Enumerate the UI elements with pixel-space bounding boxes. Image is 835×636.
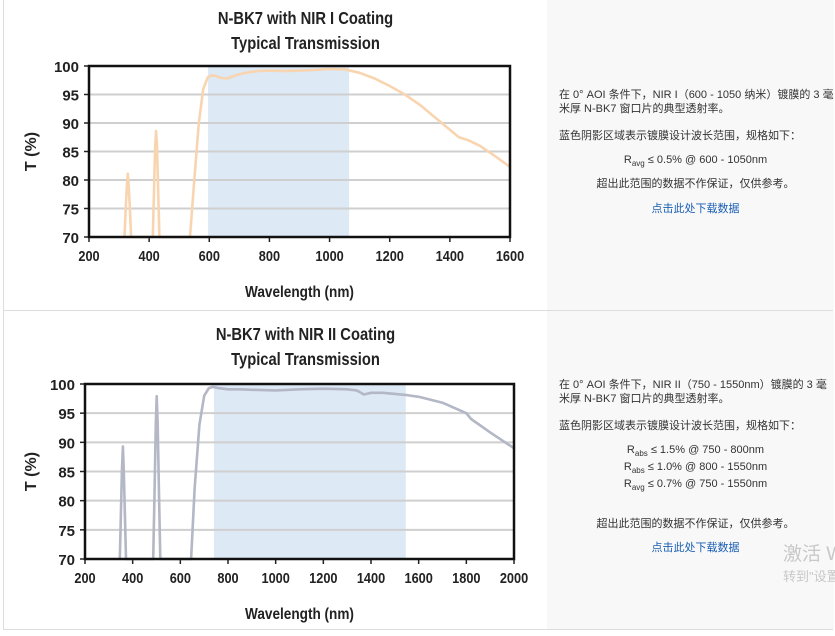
band-note: 蓝色阴影区域表示镀膜设计波长范围，规格如下： bbox=[559, 130, 801, 142]
x-tick-label: 200 bbox=[74, 569, 95, 586]
y-tick-label: 80 bbox=[58, 494, 75, 511]
x-tick-label: 400 bbox=[122, 569, 143, 586]
x-tick-label: 200 bbox=[78, 247, 99, 264]
disclaimer: 超出此范围的数据不作保证，仅供参考。 bbox=[596, 178, 795, 190]
chart-subtitle: Typical Transmission bbox=[231, 350, 380, 370]
y-tick-label: 85 bbox=[62, 145, 79, 162]
x-tick-label: 1800 bbox=[452, 569, 481, 586]
plot-frame bbox=[83, 382, 516, 561]
row-nir-ii: N-BK7 with NIR II Coating Typical Transmi… bbox=[3, 310, 835, 630]
spec-line: Rabs ≤ 1.5% @ 750 - 800nm bbox=[626, 444, 765, 459]
y-axis-label: T (%) bbox=[23, 132, 40, 171]
band-note: 蓝色阴影区域表示镀膜设计波长范围，规格如下： bbox=[559, 420, 801, 432]
y-tick-label: 70 bbox=[58, 552, 75, 569]
chart-cell: N-BK7 with NIR II Coating Typical Transmi… bbox=[4, 311, 548, 629]
y-tick-label: 100 bbox=[50, 377, 75, 394]
y-tick-label: 100 bbox=[54, 59, 79, 76]
chart-title: N-BK7 with NIR II Coating bbox=[216, 325, 395, 345]
spec-line: Ravg ≤ 0.7% @ 750 - 1550nm bbox=[623, 478, 768, 493]
download-data-link[interactable]: 点击此处下载数据 bbox=[651, 542, 740, 554]
chart-subtitle: Typical Transmission bbox=[231, 34, 380, 54]
x-tick-label: 400 bbox=[139, 247, 160, 264]
description-cell: 在 0° AOI 条件下，NIR II（750 - 1550nm）镀膜的 3 毫… bbox=[547, 311, 835, 629]
y-tick-label: 75 bbox=[58, 523, 75, 540]
y-tick-label: 80 bbox=[62, 173, 79, 190]
description-cell: 在 0° AOI 条件下，NIR I（600 - 1050 纳米）镀膜的 3 毫… bbox=[547, 0, 834, 310]
y-tick-label: 95 bbox=[62, 88, 79, 105]
x-tick-label: 1200 bbox=[309, 569, 338, 586]
watermark-line1: 激活 W bbox=[783, 544, 835, 565]
x-tick-label: 1000 bbox=[315, 247, 344, 264]
x-axis-label: Wavelength (nm) bbox=[245, 284, 354, 301]
description: 在 0° AOI 条件下，NIR II（750 - 1550nm）镀膜的 3 毫… bbox=[559, 379, 827, 405]
row-nir-i: N-BK7 with NIR I Coating Typical Transmis… bbox=[3, 0, 834, 311]
plot-frame bbox=[87, 64, 512, 239]
y-tick-label: 90 bbox=[62, 116, 79, 133]
y-tick-label: 70 bbox=[62, 230, 79, 247]
chart-cell: N-BK7 with NIR I Coating Typical Transmis… bbox=[4, 0, 548, 310]
y-tick-label: 95 bbox=[58, 406, 75, 423]
chart-nir-ii: N-BK7 with NIR II Coating Typical Transmi… bbox=[23, 325, 529, 624]
y-axis-label: T (%) bbox=[23, 452, 40, 491]
chart-nir-i: N-BK7 with NIR I Coating Typical Transmis… bbox=[23, 9, 525, 302]
transmission-curve bbox=[123, 67, 511, 239]
x-tick-label: 600 bbox=[170, 569, 191, 586]
x-tick-label: 800 bbox=[259, 247, 280, 264]
disclaimer: 超出此范围的数据不作保证，仅供参考。 bbox=[596, 518, 795, 530]
x-axis-label: Wavelength (nm) bbox=[245, 606, 354, 623]
x-tick-label: 1000 bbox=[261, 569, 290, 586]
x-tick-label: 1600 bbox=[404, 569, 433, 586]
x-tick-label: 600 bbox=[199, 247, 220, 264]
spec-line: Ravg ≤ 0.5% @ 600 - 1050nm bbox=[623, 154, 768, 169]
spec-line: Rabs ≤ 1.0% @ 800 - 1550nm bbox=[623, 461, 768, 476]
y-tick-label: 85 bbox=[58, 465, 75, 482]
x-tick-label: 2000 bbox=[500, 569, 529, 586]
description: 在 0° AOI 条件下，NIR I（600 - 1050 纳米）镀膜的 3 毫… bbox=[559, 89, 834, 115]
download-data-link[interactable]: 点击此处下载数据 bbox=[651, 203, 740, 215]
y-tick-label: 90 bbox=[58, 435, 75, 452]
chart-title: N-BK7 with NIR I Coating bbox=[218, 9, 393, 29]
x-tick-label: 1400 bbox=[436, 247, 465, 264]
y-tick-label: 75 bbox=[62, 202, 79, 219]
x-tick-label: 800 bbox=[217, 569, 238, 586]
x-tick-label: 1400 bbox=[357, 569, 386, 586]
x-tick-label: 1200 bbox=[376, 247, 405, 264]
x-tick-label: 1600 bbox=[496, 247, 525, 264]
watermark-line2: 转到"设置 bbox=[783, 569, 835, 584]
